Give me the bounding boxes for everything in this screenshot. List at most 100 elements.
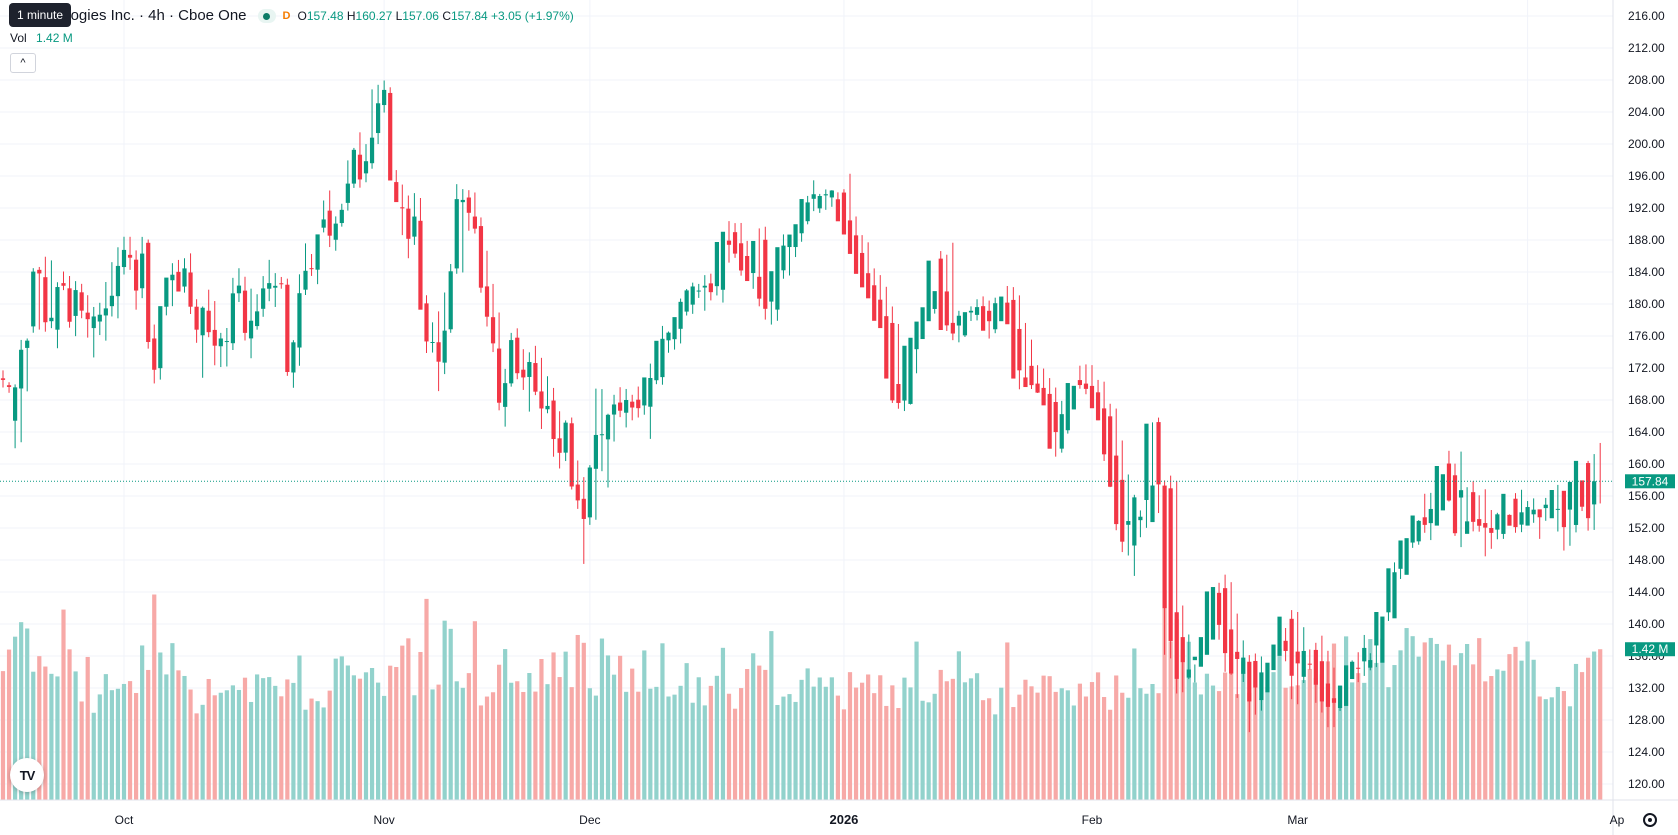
candle-body[interactable] bbox=[853, 235, 859, 274]
candle-body[interactable] bbox=[1065, 383, 1070, 431]
candle-body[interactable] bbox=[654, 340, 659, 381]
candle-body[interactable] bbox=[1350, 661, 1355, 680]
candle-body[interactable] bbox=[1216, 592, 1222, 625]
candle-body[interactable] bbox=[31, 271, 36, 327]
candle-body[interactable] bbox=[1192, 656, 1197, 661]
candle-body[interactable] bbox=[878, 299, 883, 329]
candle-body[interactable] bbox=[339, 209, 344, 224]
candle-body[interactable] bbox=[690, 286, 695, 305]
candle-body[interactable] bbox=[1428, 508, 1433, 524]
candle-body[interactable] bbox=[1495, 514, 1500, 530]
candle-body[interactable] bbox=[993, 303, 998, 330]
candle-body[interactable] bbox=[1071, 385, 1076, 410]
candle-body[interactable] bbox=[1507, 514, 1512, 526]
candle-body[interactable] bbox=[981, 306, 986, 331]
candle-body[interactable] bbox=[267, 283, 272, 289]
candle-body[interactable] bbox=[1223, 588, 1228, 654]
candle-body[interactable] bbox=[1102, 408, 1107, 455]
candle-body[interactable] bbox=[739, 243, 744, 271]
candle-body[interactable] bbox=[484, 286, 490, 317]
candle-body[interactable] bbox=[1083, 383, 1089, 389]
candle-body[interactable] bbox=[285, 284, 290, 372]
candle-body[interactable] bbox=[1047, 393, 1052, 449]
candle-body[interactable] bbox=[103, 308, 108, 316]
candle-body[interactable] bbox=[430, 342, 435, 343]
candle-body[interactable] bbox=[327, 210, 332, 236]
candle-body[interactable] bbox=[478, 226, 484, 288]
candle-body[interactable] bbox=[454, 199, 459, 269]
candle-body[interactable] bbox=[884, 316, 889, 379]
settings-icon[interactable] bbox=[1643, 813, 1657, 827]
candle-body[interactable] bbox=[37, 269, 42, 274]
candle-body[interactable] bbox=[140, 253, 145, 289]
candle-body[interactable] bbox=[908, 337, 913, 404]
candle-body[interactable] bbox=[345, 183, 350, 203]
candle-body[interactable] bbox=[962, 312, 968, 336]
candle-body[interactable] bbox=[872, 285, 877, 321]
tradingview-logo-icon[interactable]: TV bbox=[10, 758, 44, 792]
candle-body[interactable] bbox=[363, 161, 369, 174]
candle-body[interactable] bbox=[400, 207, 405, 209]
candle-body[interactable] bbox=[25, 340, 30, 348]
candle-body[interactable] bbox=[61, 283, 66, 286]
candle-body[interactable] bbox=[503, 383, 508, 407]
candle-body[interactable] bbox=[388, 92, 393, 181]
candle-body[interactable] bbox=[1162, 485, 1167, 609]
candle-body[interactable] bbox=[539, 391, 544, 409]
candle-body[interactable] bbox=[297, 293, 302, 348]
candle-body[interactable] bbox=[1489, 528, 1494, 533]
candle-body[interactable] bbox=[968, 310, 974, 313]
candle-body[interactable] bbox=[630, 401, 635, 408]
candle-body[interactable] bbox=[1471, 492, 1476, 522]
candle-body[interactable] bbox=[1108, 416, 1113, 487]
candle-body[interactable] bbox=[170, 274, 175, 281]
candle-body[interactable] bbox=[97, 314, 102, 322]
candle-body[interactable] bbox=[357, 154, 363, 180]
candle-body[interactable] bbox=[43, 277, 48, 323]
candle-body[interactable] bbox=[1077, 380, 1082, 386]
candle-body[interactable] bbox=[829, 190, 834, 198]
candle-body[interactable] bbox=[1011, 299, 1016, 379]
candle-body[interactable] bbox=[248, 320, 254, 339]
candle-body[interactable] bbox=[757, 276, 762, 299]
candle-body[interactable] bbox=[1344, 665, 1349, 706]
candle-body[interactable] bbox=[1059, 414, 1064, 449]
candle-body[interactable] bbox=[1156, 422, 1161, 485]
candle-body[interactable] bbox=[224, 341, 229, 343]
candle-body[interactable] bbox=[720, 231, 726, 290]
candle-body[interactable] bbox=[1422, 517, 1427, 525]
candle-body[interactable] bbox=[1452, 475, 1458, 534]
candle-body[interactable] bbox=[1204, 591, 1210, 655]
candle-body[interactable] bbox=[291, 342, 296, 373]
candle-body[interactable] bbox=[85, 312, 90, 320]
candle-body[interactable] bbox=[509, 340, 514, 384]
candle-body[interactable] bbox=[896, 384, 901, 403]
candle-body[interactable] bbox=[146, 242, 151, 342]
candle-body[interactable] bbox=[769, 271, 774, 302]
candle-body[interactable] bbox=[1561, 490, 1566, 528]
candle-body[interactable] bbox=[1567, 481, 1573, 510]
candle-body[interactable] bbox=[1241, 657, 1246, 674]
candle-body[interactable] bbox=[109, 295, 114, 307]
candle-body[interactable] bbox=[1289, 618, 1294, 676]
candle-body[interactable] bbox=[236, 285, 242, 294]
candle-body[interactable] bbox=[1483, 523, 1488, 528]
candle-body[interactable] bbox=[158, 306, 163, 369]
candle-body[interactable] bbox=[1392, 572, 1397, 619]
candle-body[interactable] bbox=[1398, 540, 1403, 569]
candle-body[interactable] bbox=[515, 337, 520, 374]
candle-body[interactable] bbox=[1543, 504, 1548, 509]
candle-body[interactable] bbox=[950, 322, 955, 334]
candle-body[interactable] bbox=[121, 249, 127, 268]
candle-body[interactable] bbox=[672, 317, 677, 340]
candle-body[interactable] bbox=[19, 349, 24, 389]
candle-body[interactable] bbox=[466, 197, 471, 213]
candle-body[interactable] bbox=[605, 414, 611, 440]
candle-body[interactable] bbox=[1440, 474, 1445, 511]
candle-body[interactable] bbox=[914, 321, 919, 350]
candle-body[interactable] bbox=[636, 399, 641, 409]
candle-body[interactable] bbox=[860, 252, 865, 288]
candle-body[interactable] bbox=[726, 240, 732, 245]
candle-body[interactable] bbox=[448, 271, 453, 330]
candle-body[interactable] bbox=[1549, 490, 1554, 519]
